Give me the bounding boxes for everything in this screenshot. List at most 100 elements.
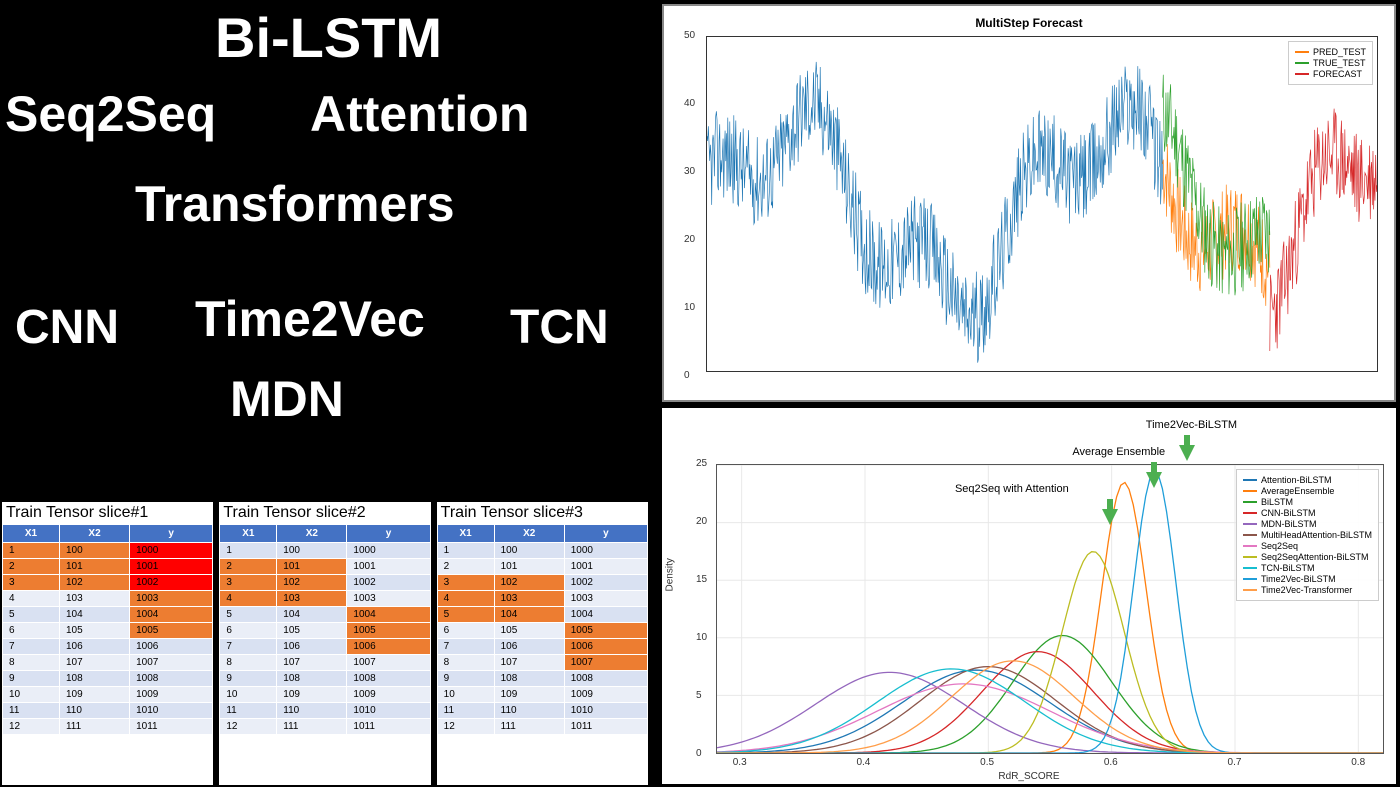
table-cell: 6	[437, 623, 494, 639]
table-cell: 3	[220, 575, 277, 591]
table-cell: 10	[437, 687, 494, 703]
forecast-title: MultiStep Forecast	[670, 12, 1388, 34]
legend-label: TRUE_TEST	[1313, 58, 1366, 68]
table-cell: 11	[220, 703, 277, 719]
table-row: 101091009	[437, 687, 647, 703]
legend-item: MultiHeadAttention-BiLSTM	[1243, 530, 1372, 540]
table-cell: 12	[3, 719, 60, 735]
x-tick-label: 0.3	[733, 757, 747, 768]
table-header-cell: X2	[277, 525, 347, 543]
legend-label: MultiHeadAttention-BiLSTM	[1261, 530, 1372, 540]
arrow-icon	[1151, 462, 1157, 472]
table-row: 41031003	[3, 591, 213, 607]
table-cell: 101	[277, 559, 347, 575]
legend-item: TCN-BiLSTM	[1243, 563, 1372, 573]
table-cell: 100	[277, 543, 347, 559]
arrow-icon	[1179, 445, 1195, 461]
table-cell: 109	[277, 687, 347, 703]
x-tick-label: 0.6	[1104, 757, 1118, 768]
table-row: 21011001	[3, 559, 213, 575]
table-header-cell: y	[130, 525, 213, 543]
table-cell: 12	[220, 719, 277, 735]
table-row: 91081008	[3, 671, 213, 687]
x-tick-label: 0.4	[856, 757, 870, 768]
y-tick-label: 30	[684, 166, 695, 177]
table-cell: 107	[277, 655, 347, 671]
table-cell: 1011	[347, 719, 430, 735]
x-tick-label: 0.7	[1228, 757, 1242, 768]
y-tick-label: 50	[684, 30, 695, 41]
table-cell: 110	[277, 703, 347, 719]
table-row: 51041004	[437, 607, 647, 623]
table-cell: 1000	[347, 543, 430, 559]
table-cell: 111	[494, 719, 564, 735]
legend-label: PRED_TEST	[1313, 47, 1366, 57]
legend-item: Seq2Seq	[1243, 541, 1372, 551]
y-tick-label: 40	[684, 98, 695, 109]
tensor-tables-region: Train Tensor slice#1X1X2y110010002101100…	[0, 500, 650, 787]
legend-label: BiLSTM	[1261, 497, 1293, 507]
table-cell: 10	[220, 687, 277, 703]
table-row: 91081008	[220, 671, 430, 687]
table-cell: 107	[494, 655, 564, 671]
y-tick-label: 0	[684, 370, 690, 381]
table-row: 101091009	[220, 687, 430, 703]
word-cloud-term: Seq2Seq	[5, 85, 216, 143]
table-cell: 108	[494, 671, 564, 687]
table-row: 31021002	[220, 575, 430, 591]
x-tick-label: 0.5	[980, 757, 994, 768]
forecast-svg	[707, 37, 1377, 371]
table-cell: 102	[59, 575, 129, 591]
table-cell: 2	[437, 559, 494, 575]
tensor-grid: X1X2y11001000210110013102100241031003510…	[2, 524, 213, 735]
table-cell: 2	[3, 559, 60, 575]
table-row: 71061006	[437, 639, 647, 655]
table-cell: 105	[59, 623, 129, 639]
table-row: 81071007	[437, 655, 647, 671]
legend-label: AverageEnsemble	[1261, 486, 1334, 496]
table-cell: 1004	[347, 607, 430, 623]
table-cell: 100	[494, 543, 564, 559]
table-cell: 1005	[347, 623, 430, 639]
y-tick-label: 20	[696, 516, 707, 527]
table-row: 61051005	[437, 623, 647, 639]
table-cell: 11	[3, 703, 60, 719]
legend-label: MDN-BiLSTM	[1261, 519, 1317, 529]
table-header-cell: y	[564, 525, 647, 543]
word-cloud-term: Bi-LSTM	[215, 5, 442, 70]
tensor-table-title: Train Tensor slice#1	[2, 502, 213, 524]
table-row: 21011001	[437, 559, 647, 575]
legend-label: Time2Vec-BiLSTM	[1261, 574, 1336, 584]
legend-label: Attention-BiLSTM	[1261, 475, 1332, 485]
table-cell: 1006	[347, 639, 430, 655]
chart-annotation: Seq2Seq with Attention	[955, 483, 1069, 495]
table-row: 31021002	[3, 575, 213, 591]
y-tick-label: 5	[696, 690, 702, 701]
table-cell: 1	[437, 543, 494, 559]
table-cell: 102	[494, 575, 564, 591]
table-row: 21011001	[220, 559, 430, 575]
forecast-legend: PRED_TESTTRUE_TESTFORECAST	[1288, 41, 1373, 85]
arrow-icon	[1184, 435, 1190, 445]
table-cell: 1007	[564, 655, 647, 671]
table-cell: 8	[3, 655, 60, 671]
table-row: 91081008	[437, 671, 647, 687]
table-cell: 109	[494, 687, 564, 703]
table-cell: 104	[277, 607, 347, 623]
legend-item: Seq2SeqAttention-BiLSTM	[1243, 552, 1372, 562]
table-cell: 3	[437, 575, 494, 591]
table-cell: 7	[437, 639, 494, 655]
tensor-table-title: Train Tensor slice#2	[219, 502, 430, 524]
table-cell: 1010	[347, 703, 430, 719]
legend-label: FORECAST	[1313, 69, 1362, 79]
table-cell: 1	[3, 543, 60, 559]
table-cell: 1011	[130, 719, 213, 735]
table-row: 11001000	[3, 543, 213, 559]
table-cell: 1003	[564, 591, 647, 607]
table-cell: 103	[277, 591, 347, 607]
table-row: 11001000	[437, 543, 647, 559]
table-cell: 1006	[130, 639, 213, 655]
table-cell: 1002	[347, 575, 430, 591]
table-cell: 6	[3, 623, 60, 639]
table-cell: 1003	[130, 591, 213, 607]
